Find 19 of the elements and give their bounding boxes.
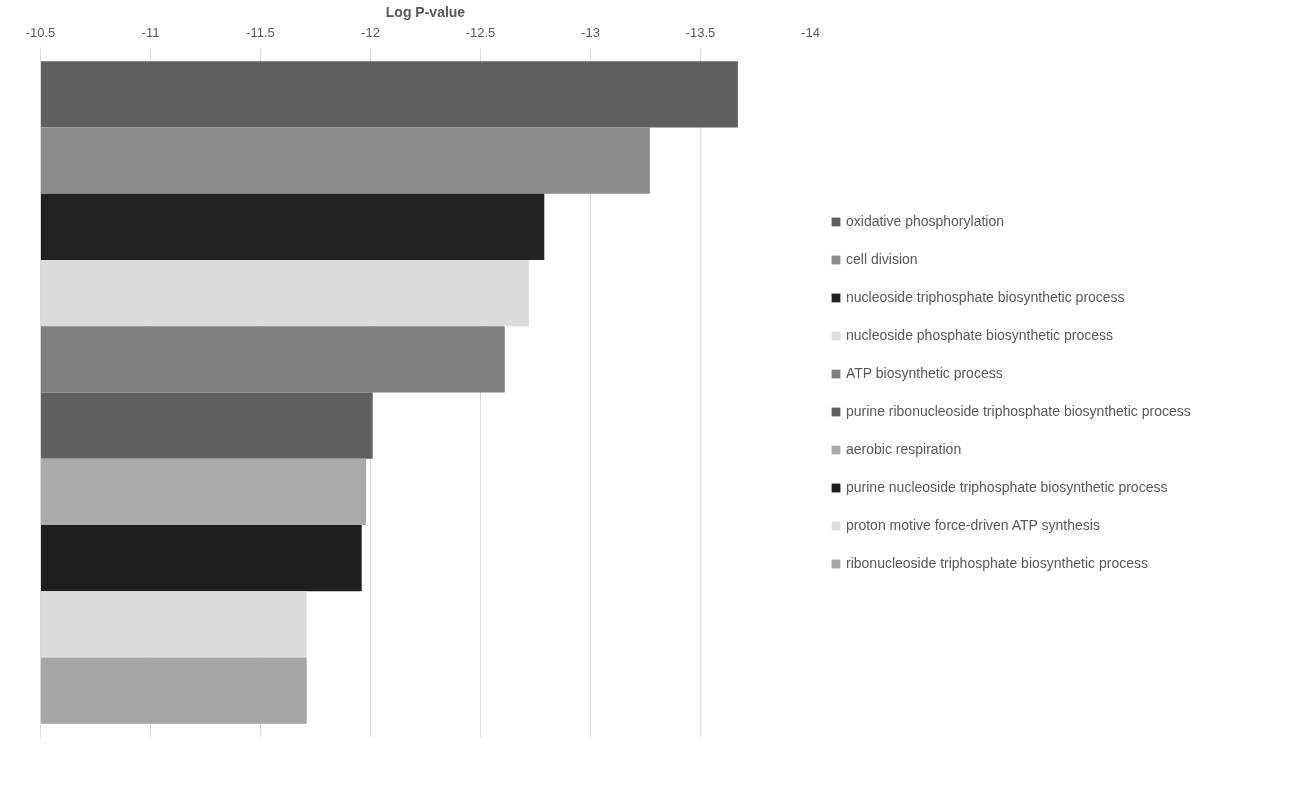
x-axis-title: Log P-value [385, 3, 466, 20]
legend-label: purine nucleoside triphosphate biosynthetic process [846, 479, 1168, 495]
x-tick-label: -14 [801, 24, 820, 40]
legend-label: nucleoside phosphate biosynthetic process [846, 327, 1113, 343]
legend-label: ATP biosynthetic process [846, 365, 1003, 381]
x-tick-label: -13.5 [685, 24, 716, 40]
x-tick-label: -11.5 [246, 24, 275, 40]
legend-label: aerobic respiration [846, 441, 962, 457]
legend-label: ribonucleoside triphosphate biosynthetic process [846, 555, 1148, 571]
legend-label: oxidative phosphorylation [846, 213, 1004, 229]
x-tick-label: -10.5 [25, 24, 56, 40]
legend-label: nucleoside triphosphate biosynthetic process [846, 289, 1125, 305]
x-tick-label: -12 [361, 24, 380, 40]
legend-label: cell division [846, 251, 918, 267]
legend-label: proton motive force-driven ATP synthesis [846, 517, 1100, 533]
x-tick-label: -11 [141, 24, 160, 40]
x-tick-label: -13 [581, 24, 600, 40]
legend-label: purine ribonucleoside triphosphate biosynthetic process [846, 403, 1191, 419]
x-tick-label: -12.5 [465, 24, 496, 40]
